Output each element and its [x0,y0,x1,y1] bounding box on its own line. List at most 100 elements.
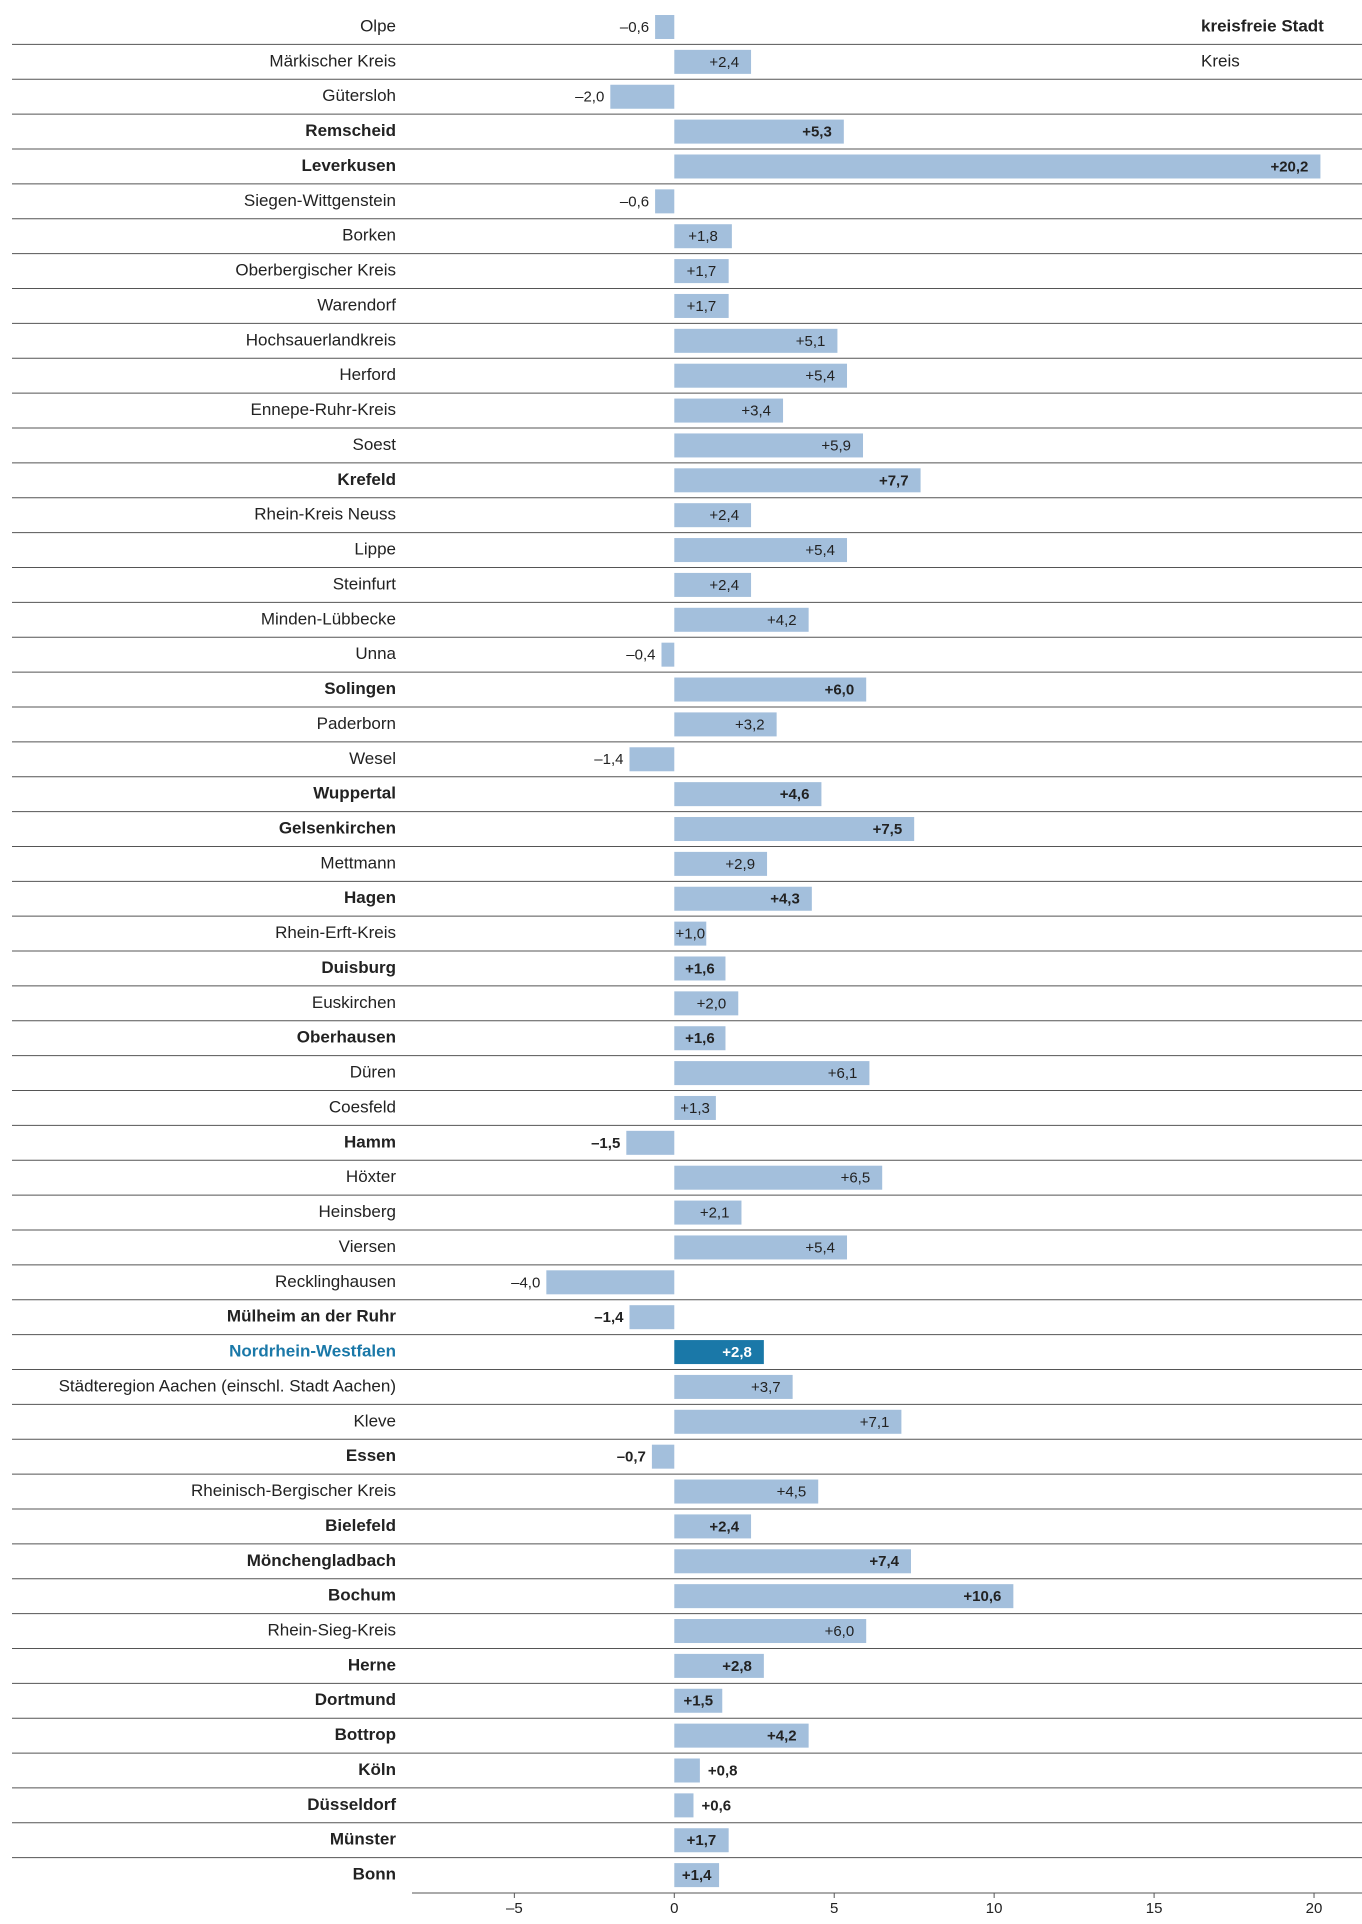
value-label: +6,5 [841,1170,871,1187]
value-label: +1,8 [688,228,718,245]
category-label: Borken [342,226,396,245]
bar [674,712,777,737]
category-label: Bottrop [335,1725,396,1744]
bar [674,921,707,946]
value-label: +2,0 [697,995,727,1012]
category-label: Höxter [346,1167,396,1186]
category-label: Oberbergischer Kreis [235,261,396,280]
value-label: +2,8 [722,1658,752,1675]
category-label: Rhein-Erft-Kreis [275,923,396,942]
value-label: +6,1 [828,1065,858,1082]
bar [674,1235,848,1260]
value-label: +7,4 [869,1553,899,1570]
value-label: +5,1 [796,333,826,350]
category-label: Bielefeld [325,1516,396,1535]
bar [674,1688,723,1713]
bar [674,468,921,493]
bar [674,398,784,423]
category-label: Coesfeld [329,1097,396,1116]
category-label: Oberhausen [297,1028,396,1047]
bar [674,1828,729,1853]
category-label: Krefeld [337,470,396,489]
category-label: Duisburg [321,958,396,977]
bar [674,817,915,842]
value-label: +1,7 [687,1832,717,1849]
value-label: +5,4 [805,1239,835,1256]
bar [674,503,752,528]
bar [674,956,726,981]
bar [655,189,675,214]
value-label: +4,3 [770,891,800,908]
bar [674,119,844,144]
category-label: Unna [355,644,396,663]
value-label: +7,7 [879,472,909,489]
bar [674,1758,700,1783]
category-label: Wuppertal [313,784,396,803]
category-label: Gütersloh [322,86,396,105]
value-label: +7,1 [860,1414,890,1431]
bar [674,1723,809,1748]
category-label: Kleve [353,1411,396,1430]
category-label: Warendorf [317,295,396,314]
category-label: Bonn [353,1865,396,1884]
value-label: –1,4 [594,1309,624,1326]
x-tick-label: 5 [830,1900,838,1917]
bar [674,293,729,318]
category-label: Köln [358,1760,396,1779]
bar [674,1374,793,1399]
bar [674,572,752,597]
bar [674,1095,716,1120]
value-label: –4,0 [511,1274,540,1291]
category-label: Mülheim an der Ruhr [227,1307,396,1326]
bar [674,1514,752,1539]
value-label: +0,8 [708,1762,738,1779]
x-tick-label: 20 [1306,1900,1323,1917]
value-label: –0,6 [620,193,649,210]
value-label: +2,1 [700,1205,730,1222]
category-label: Olpe [360,16,396,35]
bar [674,1863,720,1888]
category-label: Düren [350,1063,396,1082]
value-label: +3,2 [735,716,765,733]
category-label: Recklinghausen [275,1272,396,1291]
bar [674,782,822,807]
value-label: +2,9 [725,856,755,873]
bar [674,607,809,632]
value-label: +2,4 [709,577,739,594]
category-label: Städteregion Aachen (einschl. Stadt Aach… [59,1376,396,1395]
category-label: Rhein-Sieg-Kreis [268,1621,397,1640]
bar [674,1653,764,1678]
bar [674,259,729,284]
x-tick-label: 0 [670,1900,678,1917]
value-label: +10,6 [963,1588,1001,1605]
category-label: Ennepe-Ruhr-Kreis [250,400,396,419]
bar [661,642,675,667]
legend-district: Kreis [1201,51,1240,70]
x-tick-label: 10 [986,1900,1003,1917]
value-label: +1,4 [682,1867,712,1884]
category-label: Wesel [349,749,396,768]
value-label: –0,7 [617,1449,646,1466]
bar [674,433,864,458]
category-label: Hagen [344,888,396,907]
value-label: +3,7 [751,1379,781,1396]
bar [674,1200,742,1225]
bar [674,1479,819,1504]
bar [674,1340,764,1365]
value-label: +4,6 [780,786,810,803]
value-label: –1,5 [591,1135,620,1152]
bar [674,991,739,1016]
bar [674,1584,1014,1609]
category-label: Mönchengladbach [247,1551,396,1570]
category-label: Nordrhein-Westfalen [229,1342,396,1361]
category-label: Dortmund [315,1690,396,1709]
value-label: +2,4 [709,54,739,71]
bar [655,15,675,39]
value-label: –2,0 [575,89,604,106]
bar [674,328,838,353]
value-label: +1,5 [683,1693,713,1710]
bar [674,154,1321,179]
category-label: Hochsauerlandkreis [246,330,396,349]
category-label: Bochum [328,1586,396,1605]
